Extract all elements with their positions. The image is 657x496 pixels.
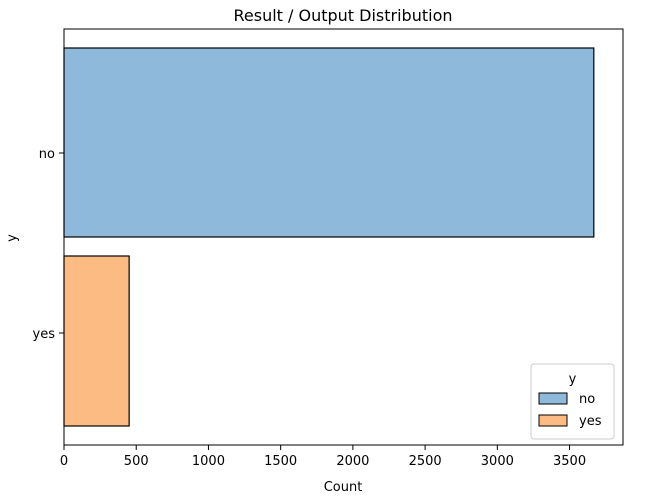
plot-area: 0 500 1000 1500 2000 2500 3000 3500 no yes: [33, 28, 624, 469]
y-tick-label: yes: [33, 327, 56, 342]
x-tick-label: 2500: [409, 454, 442, 469]
x-tick-label: 1000: [192, 454, 225, 469]
x-tick-label: 0: [60, 454, 68, 469]
bar-yes: [63, 255, 130, 427]
x-axis-label: Count: [324, 480, 363, 495]
x-tick-label: 3000: [481, 454, 514, 469]
bar-no: [63, 47, 595, 238]
legend-title: y: [569, 372, 577, 387]
legend-label: yes: [579, 414, 602, 429]
legend: yno yes: [530, 363, 615, 440]
legend-swatch-no: [538, 392, 568, 405]
x-tick-label: 2000: [336, 454, 369, 469]
x-tick-label: 3500: [553, 454, 586, 469]
x-tick-label: 1500: [264, 454, 297, 469]
x-tick-label: 500: [124, 454, 149, 469]
y-tick-label: no: [39, 147, 55, 162]
chart-title: Result / Output Distribution: [233, 6, 452, 25]
legend-label: no: [579, 392, 595, 407]
legend-swatch-yes: [538, 414, 568, 427]
axes-frame: [63, 28, 624, 446]
y-axis-label: y: [5, 234, 20, 242]
